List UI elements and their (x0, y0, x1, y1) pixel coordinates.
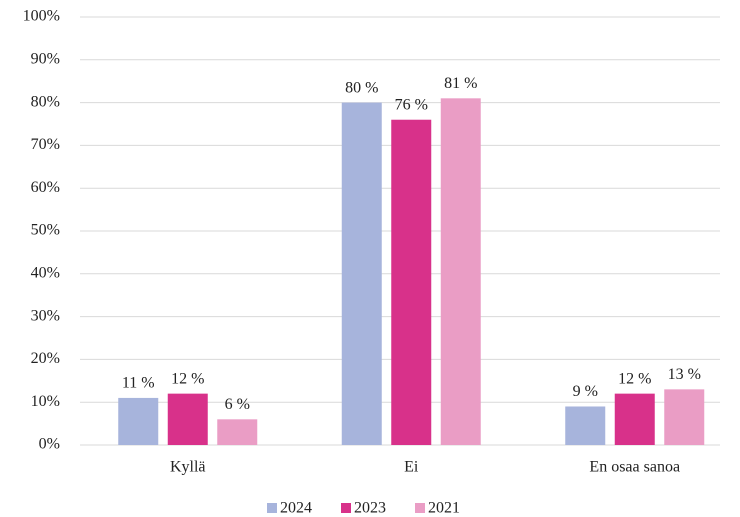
data-label: 76 % (395, 96, 428, 113)
bar (167, 393, 208, 445)
bar (118, 397, 159, 445)
bar (664, 389, 705, 445)
data-label: 12 % (171, 370, 204, 387)
y-tick-label: 60% (31, 179, 60, 196)
data-label: 11 % (122, 375, 155, 392)
y-tick-label: 70% (31, 136, 60, 153)
y-tick-label: 10% (31, 393, 60, 410)
y-tick-label: 50% (31, 222, 60, 239)
legend-swatch (415, 503, 425, 513)
x-tick-label: Ei (404, 459, 419, 476)
legend-label: 2023 (354, 500, 386, 517)
legend-swatch (341, 503, 351, 513)
y-tick-label: 100% (23, 8, 60, 25)
bar (217, 419, 258, 445)
bar (341, 102, 382, 445)
y-tick-label: 80% (31, 93, 60, 110)
x-tick-label: En osaa sanoa (589, 459, 680, 476)
bar (391, 119, 432, 445)
data-label: 81 % (444, 75, 477, 92)
data-label: 13 % (668, 366, 701, 383)
x-tick-label: Kyllä (170, 459, 206, 476)
bar (565, 406, 606, 445)
y-tick-label: 30% (31, 307, 60, 324)
data-label: 12 % (618, 370, 651, 387)
y-tick-label: 0% (39, 436, 60, 453)
y-tick-label: 40% (31, 264, 60, 281)
bar (614, 393, 655, 445)
data-label: 9 % (573, 383, 598, 400)
y-tick-label: 90% (31, 50, 60, 67)
data-label: 80 % (345, 79, 378, 96)
legend-label: 2024 (280, 500, 312, 517)
legend-label: 2021 (428, 500, 460, 517)
y-tick-label: 20% (31, 350, 60, 367)
data-label: 6 % (225, 396, 250, 413)
bar (440, 98, 481, 445)
legend-swatch (267, 503, 277, 513)
